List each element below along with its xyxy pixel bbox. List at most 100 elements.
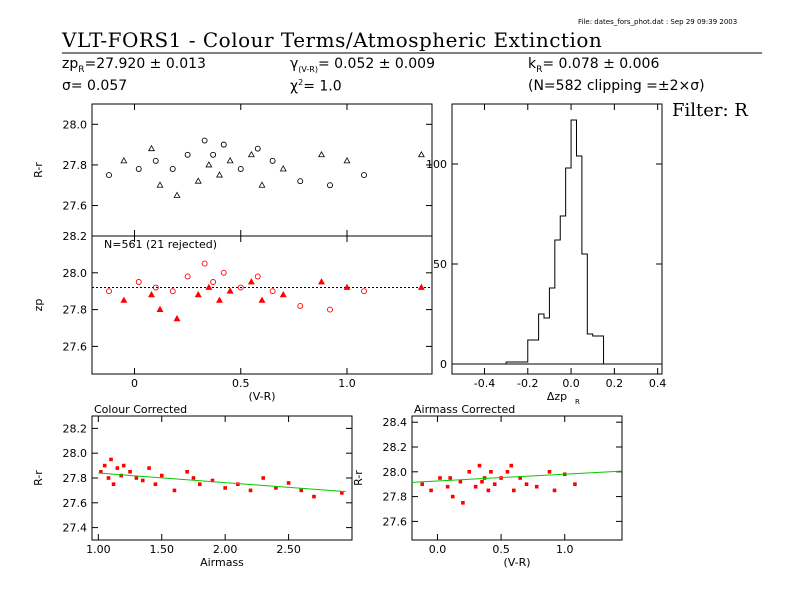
data-point: [524, 482, 529, 486]
data-point: [505, 470, 510, 474]
data-point: [312, 494, 316, 499]
data-point: [261, 476, 266, 480]
data-point: [205, 283, 213, 290]
data-point: [254, 273, 261, 280]
data-point: [140, 478, 145, 483]
data-point: [226, 287, 234, 294]
y-tick-label: 28.4: [383, 416, 408, 429]
panel-title: Airmass Corrected: [414, 403, 515, 416]
data-point: [552, 488, 557, 493]
panels-group: 27.6 27.8 28.0 R-r 27.6 27.8 28.0 28.2 0 0.5 1.0 zp…: [32, 103, 667, 569]
data-point: [169, 288, 176, 295]
fit-line: [98, 472, 346, 493]
data-point: [417, 283, 425, 290]
data-point: [361, 288, 367, 295]
data-point: [461, 501, 465, 505]
x-tick-label: 1.0: [338, 377, 356, 390]
raw-magnitudes-frame: [91, 103, 433, 237]
data-point: [486, 488, 491, 493]
extinction-readout: kR= 0.078 ± 0.006: [528, 56, 659, 75]
x-axis-label: Δzp: [547, 390, 567, 403]
data-point: [489, 470, 493, 474]
x-tick-label: -0.2: [517, 377, 538, 390]
data-point: [297, 302, 304, 309]
data-point: [106, 476, 111, 480]
zeropoint-fitted-frame: [91, 235, 433, 375]
colour-term-readout: γ(V-R)= 0.052 ± 0.009: [290, 56, 435, 74]
rejected-note: N=561 (21 rejected): [104, 238, 217, 251]
data-point: [247, 278, 255, 285]
data-point: [128, 470, 132, 474]
data-point: [173, 314, 181, 322]
y-axis-label: R-r: [352, 470, 365, 486]
chi2-readout: χ2= 1.0: [290, 78, 342, 95]
y-tick-label: 27.6: [63, 340, 88, 353]
data-point: [148, 291, 155, 298]
data-point: [258, 296, 266, 303]
k-value: = 0.078 ± 0.006: [542, 56, 660, 72]
data-point: [159, 473, 164, 478]
y-tick-label: 100: [426, 158, 447, 171]
data-point: [152, 284, 159, 291]
data-point: [237, 284, 244, 291]
data-point: [220, 269, 227, 276]
data-point: [299, 488, 304, 493]
data-point: [274, 486, 278, 490]
data-point: [318, 150, 325, 158]
data-point: [109, 457, 113, 462]
y-tick-label: 27.8: [63, 159, 88, 172]
y-tick-label: 27.4: [63, 522, 88, 535]
data-point: [152, 157, 159, 164]
data-point: [473, 484, 478, 489]
x-tick-label: 0.4: [649, 377, 667, 390]
x-tick-label: 1.00: [86, 543, 111, 556]
data-point: [220, 141, 227, 148]
file-stamp: File: dates_fors_phot.dat : Sep 29 09:39…: [578, 18, 738, 26]
data-point: [201, 137, 208, 144]
fit-line: [411, 470, 623, 483]
data-point: [318, 278, 325, 285]
data-point: [361, 172, 367, 179]
data-point: [201, 260, 208, 267]
x-axis-label-subscript: R: [575, 398, 580, 406]
data-point: [216, 296, 223, 303]
data-point: [269, 157, 276, 164]
data-point: [458, 479, 463, 484]
y-tick-label: 0: [440, 358, 447, 371]
data-point: [115, 466, 120, 470]
data-point: [512, 488, 516, 493]
page-title: VLT-FORS1 - Colour Terms/Atmospheric Ext…: [62, 28, 603, 52]
y-tick-label: 28.2: [63, 422, 88, 435]
data-point: [247, 150, 255, 158]
data-point: [286, 481, 291, 485]
x-tick-label: 2.00: [213, 543, 238, 556]
zeropoint-fitted-panel: 27.6 27.8 28.0 28.2 0 0.5 1.0 zp (V-R) N=561 (21 …: [32, 230, 433, 403]
y-tick-label: 28.0: [63, 447, 88, 460]
data-point: [438, 476, 442, 480]
data-point: [194, 291, 202, 298]
panel-title: Colour Corrected: [94, 403, 187, 416]
data-point: [254, 145, 261, 152]
data-point: [420, 482, 424, 486]
data-point: [343, 157, 351, 164]
x-tick-label: 0.0: [562, 377, 580, 390]
gamma-symbol: γ: [290, 56, 299, 72]
filter-label: Filter: R: [672, 100, 748, 121]
data-point: [343, 283, 351, 290]
data-point: [279, 165, 287, 172]
data-point: [237, 166, 244, 172]
zeropoint-readout: zpR=27.920 ± 0.013: [62, 56, 206, 75]
x-tick-label: 0.0: [429, 543, 447, 556]
data-point: [445, 484, 450, 489]
data-point: [134, 476, 139, 480]
x-axis-label: (V-R): [503, 556, 530, 569]
x-tick-label: 0: [131, 377, 138, 390]
data-point: [156, 305, 164, 313]
raw-magnitudes-panel: 27.6 27.8 28.0 R-r: [32, 103, 433, 237]
data-point: [198, 482, 202, 486]
data-point: [111, 482, 116, 486]
y-tick-label: 28.2: [383, 441, 408, 454]
data-point: [327, 182, 333, 189]
data-point: [120, 157, 128, 164]
y-tick-label: 28.0: [63, 118, 88, 131]
